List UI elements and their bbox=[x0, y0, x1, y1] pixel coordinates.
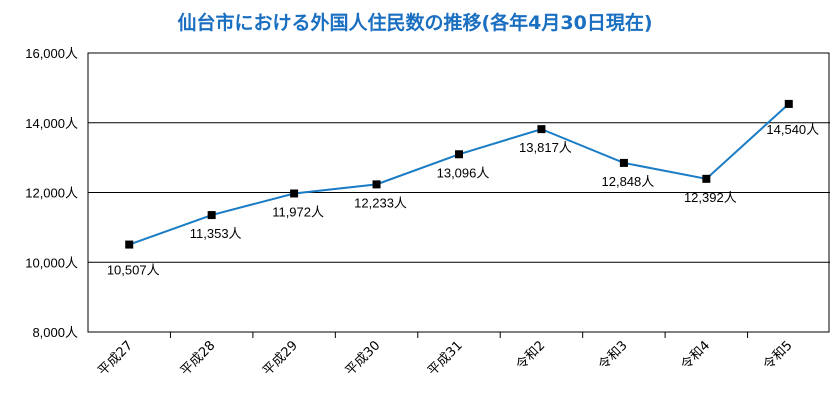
data-labels: 10,507人 11,353人 11,972人 12,233人 13,096人 13,81… bbox=[107, 122, 819, 278]
x-tick-label: 令和3 bbox=[596, 338, 631, 373]
x-tick-label: 令和5 bbox=[761, 338, 796, 373]
y-tick-label: 16,000人 bbox=[25, 46, 78, 61]
plot-area bbox=[87, 52, 830, 333]
x-tick-label: 平成31 bbox=[425, 338, 466, 379]
data-point bbox=[784, 99, 793, 108]
data-label: 13,096人 bbox=[437, 165, 490, 180]
y-axis-ticks: 8,000人 10,000人 12,000人 14,000人 16,000人 bbox=[25, 46, 78, 340]
x-tick-label: 平成28 bbox=[178, 338, 219, 379]
x-axis-ticks: 平成27 平成28 平成29 平成30 平成31 令和2 令和3 令和4 令和5 bbox=[95, 332, 796, 379]
data-label: 11,972人 bbox=[272, 204, 324, 219]
data-label: 12,392人 bbox=[684, 190, 737, 205]
grid-lines bbox=[88, 122, 830, 263]
data-point bbox=[619, 158, 628, 167]
data-point bbox=[702, 174, 711, 183]
data-label: 10,507人 bbox=[107, 263, 160, 278]
series bbox=[125, 99, 793, 249]
x-tick-label: 令和4 bbox=[678, 338, 713, 373]
data-point bbox=[455, 150, 463, 159]
x-tick-label: 令和2 bbox=[513, 338, 548, 373]
data-label: 11,353人 bbox=[190, 226, 242, 241]
data-point bbox=[207, 211, 216, 220]
x-tick-label: 平成30 bbox=[343, 338, 384, 379]
y-tick-label: 12,000人 bbox=[25, 186, 78, 201]
data-label: 13,817人 bbox=[519, 140, 572, 155]
data-label: 12,233人 bbox=[354, 195, 407, 210]
data-point bbox=[290, 189, 299, 198]
data-label: 14,540人 bbox=[766, 122, 819, 137]
x-tick-label: 平成27 bbox=[95, 338, 136, 379]
x-tick-label: 平成29 bbox=[260, 338, 301, 379]
y-tick-label: 14,000人 bbox=[25, 116, 78, 131]
data-label: 12,848人 bbox=[602, 174, 655, 189]
y-tick-label: 10,000人 bbox=[25, 255, 78, 270]
data-point bbox=[372, 180, 381, 189]
y-tick-label: 8,000人 bbox=[32, 325, 78, 340]
chart-title: 仙台市における外国人住民数の推移(各年4月30日現在) bbox=[177, 12, 653, 34]
data-point bbox=[537, 125, 546, 134]
data-point bbox=[125, 240, 134, 249]
